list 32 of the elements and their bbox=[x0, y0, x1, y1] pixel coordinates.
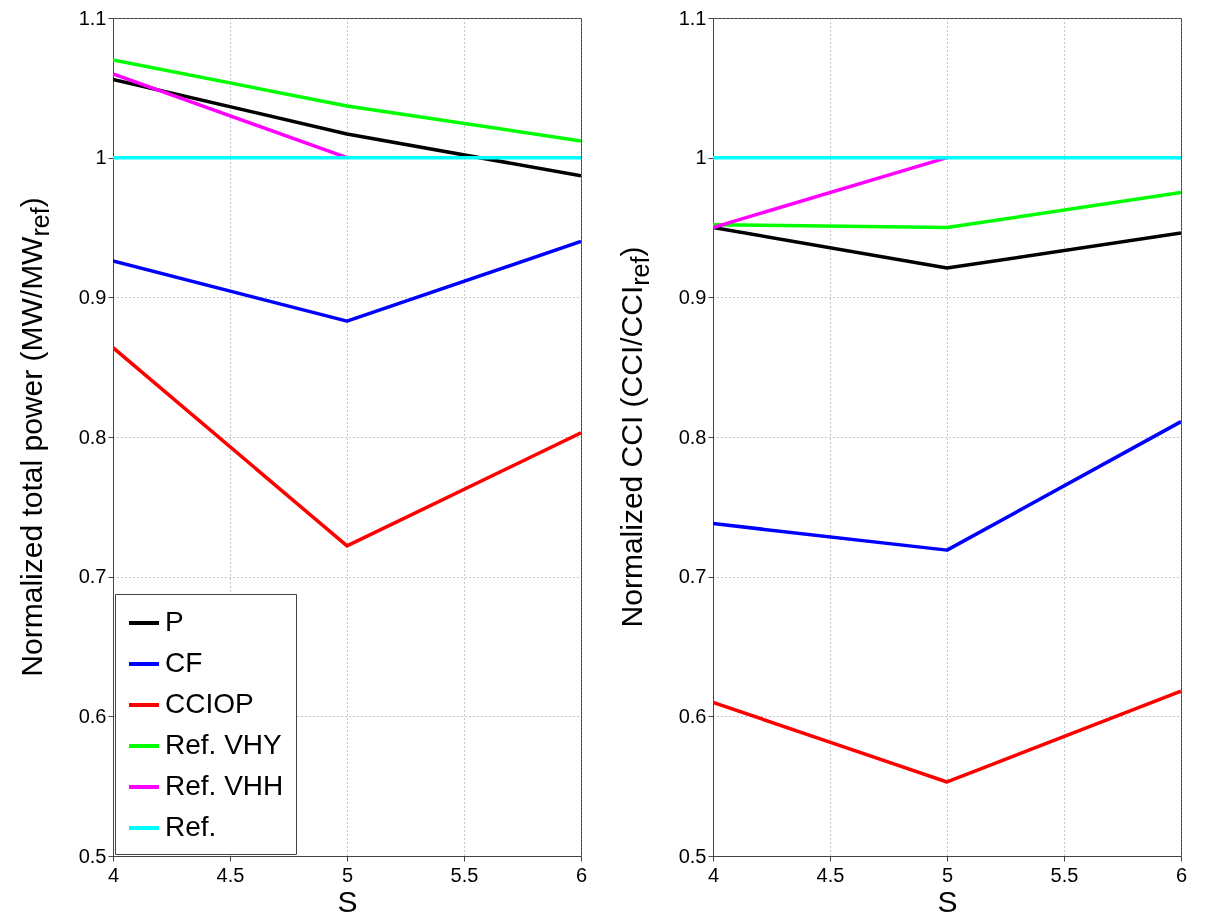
legend-label: Ref. VHY bbox=[165, 729, 283, 760]
x-tick-label: 5 bbox=[941, 863, 954, 886]
y-tick-label: 0.8 bbox=[678, 425, 707, 448]
x-axis-title: S bbox=[937, 884, 958, 918]
y-tick-label: 0.9 bbox=[678, 285, 707, 308]
y-tick-label: 1 bbox=[695, 146, 707, 169]
x-tick-label: 4 bbox=[107, 863, 120, 886]
y-tick-label: 1.1 bbox=[78, 6, 107, 29]
y-tick-label: 0.8 bbox=[78, 425, 107, 448]
y-tick-label: 1 bbox=[95, 146, 107, 169]
y-tick-label: 0.6 bbox=[678, 704, 707, 727]
y-tick-label: 0.7 bbox=[678, 565, 707, 588]
x-axis-title: S bbox=[337, 884, 358, 918]
x-tick-label: 5 bbox=[341, 863, 354, 886]
y-tick-label: 1.1 bbox=[678, 6, 707, 29]
x-tick-label: 4.5 bbox=[216, 863, 245, 886]
x-tick-label: 4.5 bbox=[816, 863, 845, 886]
legend-label: Ref. VHH bbox=[165, 770, 284, 801]
x-tick-label: 4 bbox=[707, 863, 720, 886]
y-tick-label: 0.9 bbox=[78, 285, 107, 308]
y-tick-label: 0.6 bbox=[78, 704, 107, 727]
x-tick-label: 5.5 bbox=[1050, 863, 1079, 886]
legend-label: Ref. bbox=[165, 811, 217, 842]
x-tick-label: 5.5 bbox=[450, 863, 479, 886]
legend-label: CF bbox=[165, 647, 203, 678]
x-tick-label: 6 bbox=[1175, 863, 1188, 886]
y-tick-label: 0.5 bbox=[678, 844, 707, 867]
y-tick-label: 0.7 bbox=[78, 565, 107, 588]
x-tick-label: 6 bbox=[575, 863, 588, 886]
legend-label: CCIOP bbox=[165, 688, 254, 719]
y-tick-label: 0.5 bbox=[78, 844, 107, 867]
legend-label: P bbox=[165, 606, 184, 637]
